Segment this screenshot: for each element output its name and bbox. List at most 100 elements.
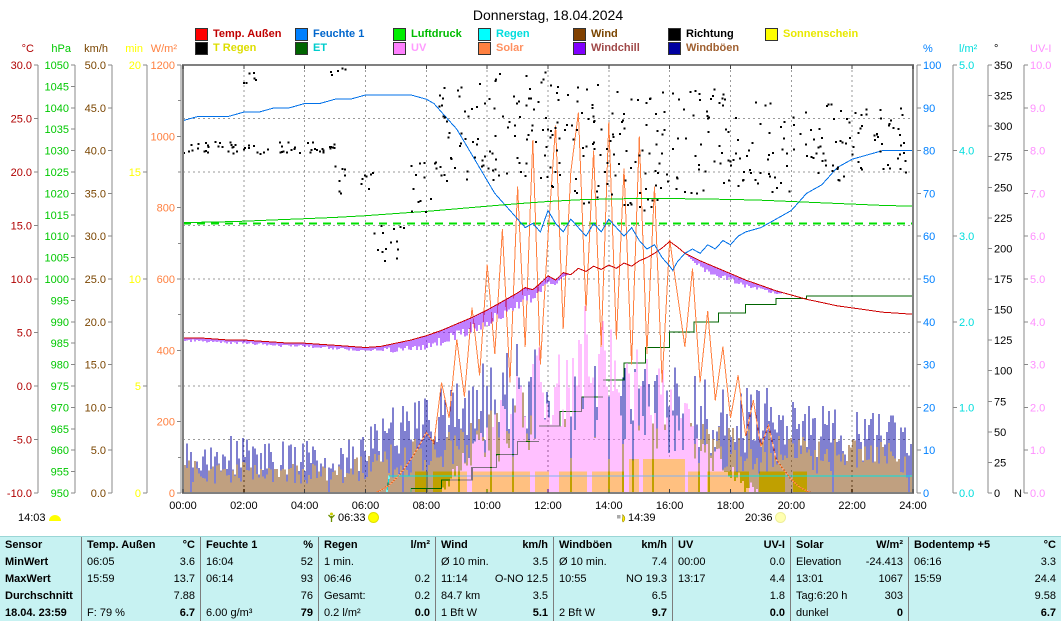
- legend-swatch-regen: [478, 27, 491, 41]
- table-cell-value: O-NO 12.5: [494, 572, 548, 585]
- table-cell-label: UV: [678, 539, 694, 552]
- legend-label: Windchill: [591, 42, 640, 54]
- table-cell: 2 Bft W 9.7: [554, 604, 672, 621]
- table-cell-value: 0: [896, 606, 903, 619]
- table-cell-value: %: [303, 539, 313, 552]
- table-cell-label: 06:46: [324, 572, 352, 585]
- svg-text:15.0: 15.0: [85, 360, 106, 372]
- table-cell-value: 1067: [878, 572, 903, 585]
- svg-text:350: 350: [994, 60, 1012, 72]
- svg-text:985: 985: [51, 338, 69, 350]
- legend-item-luftdruck: Luftdruck: [393, 27, 462, 41]
- svg-text:30.0: 30.0: [85, 231, 106, 243]
- svg-text:1000: 1000: [45, 274, 69, 286]
- series-temp-aussen: [183, 240, 914, 349]
- series-feuchte-1: [182, 94, 913, 272]
- table-cell-label: 13:01: [796, 572, 824, 585]
- table-col-wind: Wind km/h Ø 10 min. 3.5 11:14 O-NO 12.5 84.7 k…: [435, 537, 553, 621]
- table-cell-label: Bodentemp +5: [914, 539, 991, 552]
- table-cell-value: 303: [884, 589, 903, 602]
- table-cell-label: Wind: [441, 539, 468, 552]
- table-cell-label: 1 Bft W: [441, 606, 478, 619]
- table-col-windb-en: Windböen km/h Ø 10 min. 7.4 10:55 NO 19.3 6.5 2…: [553, 537, 672, 621]
- legend-swatch-richtung: [668, 27, 681, 41]
- svg-text:0: 0: [169, 488, 175, 500]
- table-cell: 06:16 3.3: [909, 554, 1061, 571]
- svg-text:0: 0: [135, 488, 141, 500]
- table-cell: 0.0: [673, 604, 790, 621]
- svg-text:4.0: 4.0: [1030, 317, 1045, 329]
- legend-item-t-regen: T Regen: [195, 41, 256, 55]
- table-cell-value: 9.58: [1034, 589, 1056, 602]
- table-cell: dunkel 0: [791, 604, 908, 621]
- svg-text:25: 25: [994, 457, 1006, 469]
- table-col-feuchte-1: Feuchte 1% 16:04 52 06:14 93 76 6.00 g/m³ 79: [200, 537, 318, 621]
- table-cell-value: 3.5: [532, 589, 548, 602]
- table-cell-value: -24.413: [865, 556, 903, 569]
- svg-text:5: 5: [135, 381, 141, 393]
- svg-text:0: 0: [994, 488, 1000, 500]
- table-cell-label: 10:55: [559, 572, 587, 585]
- x-tick-label: 02:00: [230, 500, 258, 512]
- legend-label: Richtung: [686, 28, 734, 40]
- table-cell-value: 79: [300, 606, 313, 619]
- legend-swatch-windb-en: [668, 41, 681, 55]
- svg-text:1050: 1050: [45, 60, 69, 72]
- svg-text:40: 40: [923, 317, 935, 329]
- svg-text:225: 225: [994, 213, 1012, 225]
- legend-item-uv: UV: [393, 41, 426, 55]
- table-cell: 06:46 0.2: [319, 571, 435, 588]
- x-tick-label: 22:00: [838, 500, 866, 512]
- table-cell-value: 0.2: [414, 572, 430, 585]
- svg-text:600: 600: [157, 274, 175, 286]
- table-cell-label: 6.00 g/m³: [206, 606, 253, 619]
- svg-text:200: 200: [157, 417, 175, 429]
- svg-text:20.0: 20.0: [11, 167, 32, 179]
- table-cell: Regen l/m²: [319, 537, 435, 554]
- svg-text:-10.0: -10.0: [7, 488, 32, 500]
- table-cell-value: 6.7: [1040, 606, 1056, 619]
- table-cell-value: km/h: [522, 539, 548, 552]
- x-tick-label: 08:00: [413, 500, 441, 512]
- table-cell: Elevation -24.413: [791, 554, 908, 571]
- svg-text:200: 200: [994, 243, 1012, 255]
- svg-text:275: 275: [994, 152, 1012, 164]
- table-cell: 13:01 1067: [791, 571, 908, 588]
- axis-uv-i-right: 10.0 9.0 8.0 7.0 6.0 5.0 4.0 3.0 2.0 1.0 0.0 UV-I: [1023, 43, 1051, 500]
- table-cell: 06:14 93: [201, 571, 318, 588]
- svg-text:50: 50: [994, 427, 1006, 439]
- svg-text:0.0: 0.0: [91, 488, 106, 500]
- chart-title: Donnerstag, 18.04.2024: [472, 7, 624, 23]
- legend-swatch-et: [295, 41, 308, 55]
- svg-text:1015: 1015: [45, 210, 69, 222]
- svg-text:1000: 1000: [151, 131, 175, 143]
- x-tick-label: 14:00: [595, 500, 623, 512]
- svg-text:1040: 1040: [45, 103, 69, 115]
- svg-text:100: 100: [923, 60, 941, 72]
- table-cell-label: 06:16: [914, 556, 942, 569]
- x-tick-label: 12:00: [534, 500, 562, 512]
- table-cell-value: 13.7: [173, 572, 195, 585]
- svg-text:970: 970: [51, 402, 69, 414]
- table-cell-value: 5.1: [532, 606, 548, 619]
- axis-km-h-left: 50.0 45.0 40.0 35.0 30.0 25.0 20.0 15.0 10.0 5.0 0…: [84, 43, 113, 500]
- table-cell-value: 3.5: [532, 556, 548, 569]
- table-cell-label: 16:04: [206, 556, 234, 569]
- table-cell-value: 7.4: [651, 556, 667, 569]
- table-cell-label: 13:17: [678, 572, 706, 585]
- svg-text:1200: 1200: [151, 60, 175, 72]
- table-cell: 15:59 24.4: [909, 571, 1061, 588]
- table-col-bodentemp-5: Bodentemp +5 °C 06:16 3.3 15:59 24.4 9.58 6.7: [908, 537, 1061, 621]
- axis-min-left: 20 15 10 5 0 min: [125, 43, 148, 500]
- axis-c-left: 30.0 25.0 20.0 15.0 10.0 5.0 0.0 -5.0 -10.0 °C: [7, 43, 39, 500]
- table-cell: 11:14 O-NO 12.5: [436, 571, 553, 588]
- table-cell: UV UV-I: [673, 537, 790, 554]
- table-cell-label: Regen: [324, 539, 358, 552]
- svg-text:35.0: 35.0: [85, 188, 106, 200]
- axis-w-m-left: 1200 1000 800 600 400 200 0 W/m²: [151, 43, 182, 500]
- svg-text:995: 995: [51, 295, 69, 307]
- table-col-uv: UV UV-I 00:00 0.0 13:17 4.4 1.8 0.0: [672, 537, 790, 621]
- table-cell: Temp. Außen °C: [82, 537, 200, 554]
- series-solar: [183, 112, 913, 494]
